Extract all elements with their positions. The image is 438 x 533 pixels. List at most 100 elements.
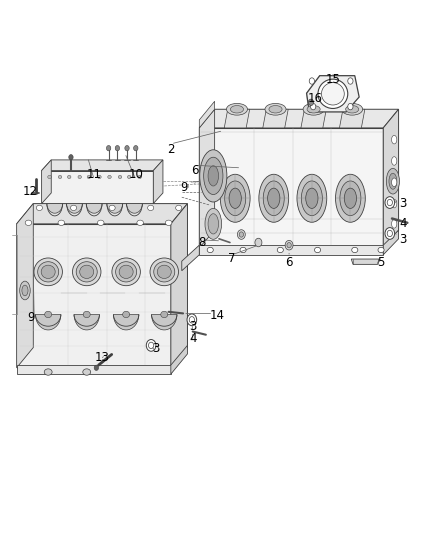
Ellipse shape — [226, 103, 247, 115]
Ellipse shape — [80, 265, 94, 278]
Ellipse shape — [97, 220, 104, 225]
Ellipse shape — [230, 106, 244, 113]
Ellipse shape — [73, 258, 101, 286]
Ellipse shape — [161, 311, 168, 318]
Ellipse shape — [321, 83, 344, 105]
Ellipse shape — [189, 317, 194, 323]
Polygon shape — [17, 365, 171, 374]
Ellipse shape — [385, 228, 395, 239]
Ellipse shape — [389, 173, 397, 189]
Text: 10: 10 — [128, 168, 143, 181]
Text: 6: 6 — [285, 256, 293, 269]
Ellipse shape — [208, 214, 219, 234]
Text: 11: 11 — [87, 168, 102, 181]
Ellipse shape — [38, 262, 59, 282]
Text: 16: 16 — [308, 92, 323, 105]
Ellipse shape — [22, 285, 28, 296]
Wedge shape — [47, 204, 63, 213]
Ellipse shape — [98, 175, 101, 179]
Polygon shape — [383, 109, 399, 248]
Text: 8: 8 — [198, 236, 205, 249]
Polygon shape — [199, 245, 383, 255]
Ellipse shape — [297, 174, 327, 222]
Wedge shape — [113, 314, 139, 330]
Ellipse shape — [269, 106, 282, 113]
Wedge shape — [35, 314, 61, 330]
Ellipse shape — [34, 258, 62, 286]
Ellipse shape — [392, 135, 397, 144]
Text: 4: 4 — [189, 332, 197, 345]
Ellipse shape — [220, 174, 250, 222]
Ellipse shape — [239, 232, 244, 237]
Ellipse shape — [78, 175, 81, 179]
Ellipse shape — [119, 265, 133, 278]
Polygon shape — [339, 109, 365, 128]
Polygon shape — [17, 204, 187, 224]
Ellipse shape — [71, 205, 77, 211]
Ellipse shape — [108, 175, 111, 179]
Ellipse shape — [309, 78, 314, 84]
Ellipse shape — [301, 181, 322, 215]
Ellipse shape — [318, 79, 348, 109]
Wedge shape — [107, 204, 123, 213]
Ellipse shape — [200, 150, 227, 202]
Ellipse shape — [137, 220, 143, 225]
Ellipse shape — [58, 220, 65, 225]
Ellipse shape — [48, 175, 51, 179]
Ellipse shape — [125, 146, 129, 151]
Ellipse shape — [348, 78, 353, 84]
Polygon shape — [301, 109, 326, 128]
Ellipse shape — [263, 181, 284, 215]
Wedge shape — [127, 204, 142, 213]
Text: 9: 9 — [180, 181, 188, 194]
Polygon shape — [199, 109, 215, 248]
Polygon shape — [171, 345, 187, 374]
Ellipse shape — [112, 258, 140, 286]
Ellipse shape — [123, 311, 130, 318]
Ellipse shape — [109, 205, 115, 211]
Ellipse shape — [67, 175, 71, 179]
Wedge shape — [74, 314, 99, 330]
Ellipse shape — [205, 208, 222, 239]
Ellipse shape — [307, 106, 320, 113]
Ellipse shape — [76, 262, 97, 282]
Ellipse shape — [36, 205, 42, 211]
Ellipse shape — [385, 197, 395, 208]
Ellipse shape — [287, 243, 291, 248]
Ellipse shape — [342, 103, 363, 115]
Ellipse shape — [58, 175, 62, 179]
Ellipse shape — [176, 205, 182, 211]
Polygon shape — [17, 204, 33, 368]
Ellipse shape — [344, 188, 357, 208]
Polygon shape — [199, 109, 399, 128]
Ellipse shape — [127, 175, 131, 179]
Ellipse shape — [25, 220, 32, 225]
Ellipse shape — [83, 311, 90, 318]
Ellipse shape — [308, 99, 314, 106]
Ellipse shape — [387, 199, 392, 206]
Ellipse shape — [154, 262, 175, 282]
Text: 2: 2 — [167, 143, 175, 156]
Ellipse shape — [303, 103, 324, 115]
Ellipse shape — [138, 175, 141, 179]
Polygon shape — [199, 101, 215, 128]
Ellipse shape — [340, 181, 361, 215]
Ellipse shape — [20, 281, 30, 300]
Polygon shape — [182, 245, 199, 271]
Ellipse shape — [118, 175, 122, 179]
Polygon shape — [307, 76, 359, 112]
Ellipse shape — [268, 188, 280, 208]
Text: 3: 3 — [399, 197, 406, 210]
Polygon shape — [42, 160, 163, 171]
Text: 12: 12 — [22, 185, 37, 198]
Polygon shape — [17, 224, 171, 368]
Ellipse shape — [41, 265, 55, 278]
Ellipse shape — [229, 188, 241, 208]
Text: 4: 4 — [399, 217, 407, 230]
Ellipse shape — [237, 230, 245, 239]
Ellipse shape — [392, 220, 397, 228]
Polygon shape — [383, 230, 399, 255]
Polygon shape — [199, 128, 383, 248]
Ellipse shape — [346, 106, 359, 113]
Wedge shape — [152, 314, 177, 330]
